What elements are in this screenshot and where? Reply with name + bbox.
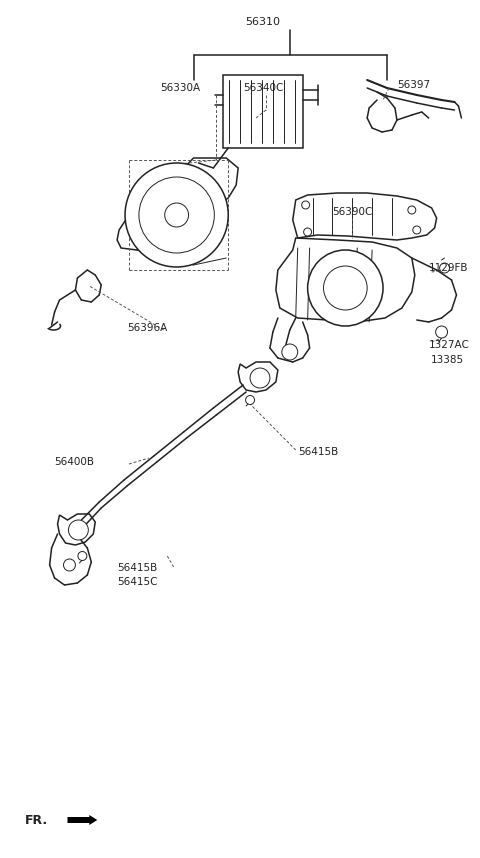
Text: 56340C: 56340C xyxy=(243,83,283,93)
Text: 56415C: 56415C xyxy=(117,577,157,587)
Circle shape xyxy=(78,552,87,560)
Circle shape xyxy=(165,203,189,227)
Text: 56415B: 56415B xyxy=(117,563,157,573)
Text: 1327AC: 1327AC xyxy=(429,340,469,350)
Circle shape xyxy=(139,177,215,253)
Circle shape xyxy=(282,344,298,360)
Circle shape xyxy=(125,163,228,267)
Circle shape xyxy=(408,206,416,214)
FancyBboxPatch shape xyxy=(223,75,303,148)
Circle shape xyxy=(324,266,367,310)
Circle shape xyxy=(69,520,88,540)
Circle shape xyxy=(308,250,383,326)
Text: 56330A: 56330A xyxy=(160,83,201,93)
Circle shape xyxy=(304,228,312,236)
Text: 56415B: 56415B xyxy=(298,447,338,457)
Text: FR.: FR. xyxy=(25,813,48,826)
Text: 1129FB: 1129FB xyxy=(429,263,468,273)
FancyArrow shape xyxy=(68,815,97,825)
Circle shape xyxy=(301,201,310,209)
Text: 56396A: 56396A xyxy=(127,323,167,333)
Circle shape xyxy=(440,263,450,273)
Text: 56400B: 56400B xyxy=(55,457,95,467)
Circle shape xyxy=(63,559,75,571)
Text: 56397: 56397 xyxy=(397,80,430,90)
Circle shape xyxy=(413,226,421,234)
Circle shape xyxy=(246,396,254,404)
Text: 56390C: 56390C xyxy=(332,207,372,217)
Circle shape xyxy=(436,326,447,338)
Text: 56310: 56310 xyxy=(245,17,280,27)
Circle shape xyxy=(250,368,270,388)
Text: 13385: 13385 xyxy=(431,355,464,365)
